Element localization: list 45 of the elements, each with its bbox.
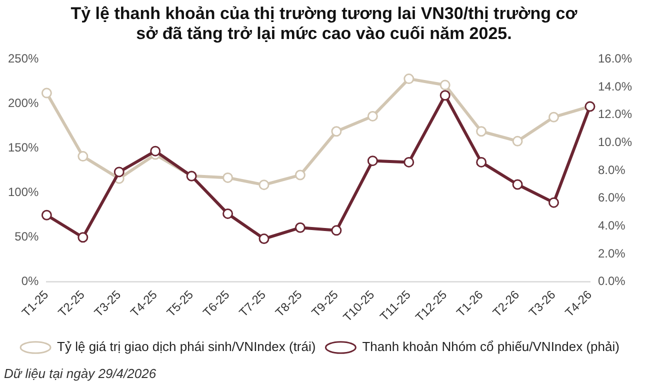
point [440, 90, 450, 101]
point [331, 126, 342, 137]
y-tick-label: 50% [14, 230, 40, 244]
point [476, 126, 487, 137]
point [78, 151, 88, 162]
point [258, 180, 270, 190]
legend-label: Thanh khoản Nhóm cổ phiếu/VNIndex (phải) [362, 339, 620, 354]
text: Dữ liệu tại ngày 29/4/2026 [3, 366, 158, 381]
y-tick-label: 150% [8, 140, 40, 155]
y2-tick-label: 16.0% [598, 52, 632, 66]
point [294, 222, 306, 233]
point [114, 166, 124, 178]
point [512, 136, 523, 146]
point [512, 179, 523, 190]
point [367, 110, 378, 122]
y-tick-label: 100% [8, 185, 40, 200]
point [78, 232, 88, 243]
y2-tick-label: 12.0% [598, 107, 632, 122]
y2-tick-label: 0.0% [598, 274, 626, 288]
y-tick-label: 250% [8, 52, 40, 66]
y-tick-label: 200% [8, 96, 40, 110]
y2-tick-label: 6.0% [598, 190, 626, 205]
point [41, 88, 52, 98]
legend-label: Tỷ lệ giá trị giao dịch phái sinh/VNIndex (trái) [57, 339, 316, 354]
point [440, 80, 450, 90]
y2-tick-label: 10.0% [598, 135, 632, 150]
point [548, 197, 560, 208]
y2-tick-label: 4.0% [598, 218, 626, 233]
point [476, 156, 487, 168]
chart-title: Tỷ lệ thanh khoản của thị trường tương lai VN30/thị trường cơ sở đã tăng trở lại mức cao vào cuối năm 2025. [70, 4, 578, 44]
point [222, 172, 234, 183]
y2-tick-label: 8.0% [598, 162, 626, 177]
point [150, 146, 161, 156]
point [331, 225, 342, 236]
point [258, 234, 270, 244]
point [548, 112, 560, 122]
y2-tick-label: 14.0% [598, 79, 632, 94]
point [404, 74, 414, 84]
point [41, 210, 52, 220]
y-tick-label: 0% [21, 274, 40, 288]
point [222, 208, 234, 219]
y2-tick-label: 2.0% [598, 246, 626, 260]
point [404, 156, 414, 168]
point [367, 156, 378, 166]
point [294, 170, 306, 180]
